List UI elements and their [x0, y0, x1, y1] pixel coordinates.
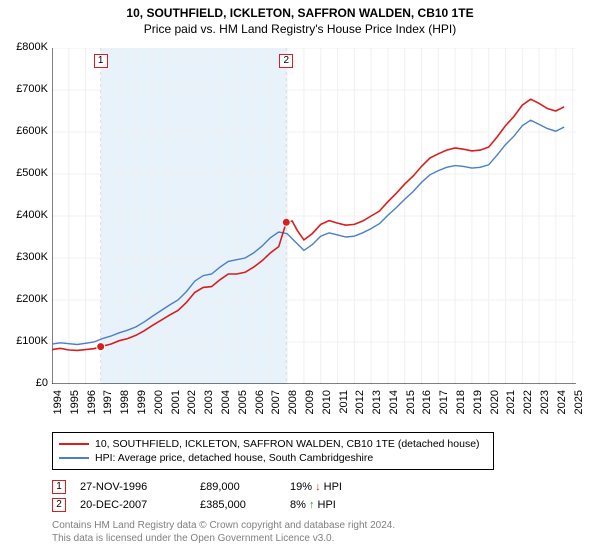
- y-axis-label: £800K: [2, 41, 48, 53]
- legend-row-price-paid: 10, SOUTHFIELD, ICKLETON, SAFFRON WALDEN…: [59, 437, 487, 451]
- title-sub: Price paid vs. HM Land Registry's House …: [0, 22, 600, 36]
- y-axis-label: £100K: [2, 335, 48, 347]
- legend-swatch-price-paid: [59, 443, 89, 445]
- sales-delta: 19% ↓ HPI: [290, 481, 410, 493]
- x-axis-label: 2002: [186, 390, 198, 430]
- legend-label-price-paid: 10, SOUTHFIELD, ICKLETON, SAFFRON WALDEN…: [95, 438, 480, 450]
- x-axis-label: 2022: [522, 390, 534, 430]
- sales-price: £385,000: [200, 499, 290, 511]
- x-axis-label: 2012: [354, 390, 366, 430]
- y-axis-label: £500K: [2, 167, 48, 179]
- sales-row-marker: 2: [52, 498, 66, 512]
- x-axis-label: 2025: [573, 390, 585, 430]
- sales-row: 1 27-NOV-1996£89,00019% ↓ HPI: [52, 478, 576, 496]
- sales-table: 1 27-NOV-1996£89,00019% ↓ HPI 2 20-DEC-2007…: [52, 478, 576, 514]
- x-axis-label: 2015: [405, 390, 417, 430]
- legend-label-hpi: HPI: Average price, detached house, Sout…: [95, 452, 373, 464]
- sale-marker-1: 1: [94, 54, 108, 68]
- x-axis-label: 2001: [170, 390, 182, 430]
- legend-swatch-hpi: [59, 457, 89, 459]
- sale-marker-2: 2: [279, 54, 293, 68]
- x-axis-label: 2011: [338, 390, 350, 430]
- x-axis-label: 2009: [304, 390, 316, 430]
- copyright-line-1: Contains HM Land Registry data © Crown c…: [52, 520, 576, 533]
- titles: 10, SOUTHFIELD, ICKLETON, SAFFRON WALDEN…: [0, 0, 600, 36]
- x-axis-label: 2024: [556, 390, 568, 430]
- x-axis-label: 2003: [203, 390, 215, 430]
- y-axis-label: £600K: [2, 125, 48, 137]
- x-axis-label: 2013: [371, 390, 383, 430]
- title-main: 10, SOUTHFIELD, ICKLETON, SAFFRON WALDEN…: [0, 6, 600, 20]
- sales-price: £89,000: [200, 481, 290, 493]
- x-axis-label: 1994: [52, 390, 64, 430]
- chart-area: £0£100K£200K£300K£400K£500K£600K£700K£80…: [52, 48, 576, 384]
- x-axis-label: 1999: [136, 390, 148, 430]
- y-axis-label: £300K: [2, 251, 48, 263]
- x-axis-label: 2016: [421, 390, 433, 430]
- x-axis-label: 1996: [86, 390, 98, 430]
- x-axis-label: 2018: [455, 390, 467, 430]
- copyright: Contains HM Land Registry data © Crown c…: [52, 520, 576, 545]
- x-axis-label: 1995: [69, 390, 81, 430]
- x-axis-label: 2023: [539, 390, 551, 430]
- x-axis-label: 2019: [472, 390, 484, 430]
- sales-delta: 8% ↑ HPI: [290, 499, 410, 511]
- arrow-icon: ↑: [309, 499, 315, 511]
- y-axis-label: £0: [2, 377, 48, 389]
- x-axis-label: 2004: [220, 390, 232, 430]
- sales-date: 27-NOV-1996: [80, 481, 200, 493]
- sales-date: 20-DEC-2007: [80, 499, 200, 511]
- x-axis-label: 2008: [287, 390, 299, 430]
- legend-row-hpi: HPI: Average price, detached house, Sout…: [59, 451, 487, 465]
- y-axis-label: £700K: [2, 83, 48, 95]
- x-axis-label: 2020: [489, 390, 501, 430]
- arrow-icon: ↓: [315, 481, 321, 493]
- x-axis-label: 2014: [388, 390, 400, 430]
- chart-svg: [52, 48, 576, 384]
- x-axis-label: 2007: [270, 390, 282, 430]
- copyright-line-2: This data is licensed under the Open Gov…: [52, 533, 576, 546]
- x-axis-label: 2000: [153, 390, 165, 430]
- y-axis-label: £200K: [2, 293, 48, 305]
- legend: 10, SOUTHFIELD, ICKLETON, SAFFRON WALDEN…: [52, 432, 494, 470]
- x-axis-label: 2006: [254, 390, 266, 430]
- x-axis-label: 2005: [237, 390, 249, 430]
- x-axis-label: 1997: [102, 390, 114, 430]
- x-axis-label: 2017: [438, 390, 450, 430]
- x-axis-label: 2010: [321, 390, 333, 430]
- sales-row-marker: 1: [52, 480, 66, 494]
- sales-row: 2 20-DEC-2007£385,0008% ↑ HPI: [52, 496, 576, 514]
- chart-figure: 10, SOUTHFIELD, ICKLETON, SAFFRON WALDEN…: [0, 0, 600, 560]
- x-axis-label: 2021: [505, 390, 517, 430]
- x-axis-label: 1998: [119, 390, 131, 430]
- y-axis-label: £400K: [2, 209, 48, 221]
